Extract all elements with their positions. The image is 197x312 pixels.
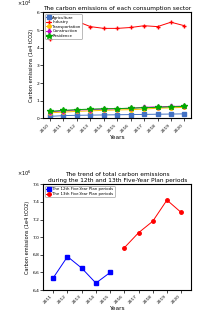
- Residence: [89, 107, 92, 111]
- Line: Residence: Residence: [47, 104, 187, 114]
- Line: The 13th Five-Year Plan periods: The 13th Five-Year Plan periods: [123, 198, 183, 250]
- Agriculture: [156, 112, 159, 116]
- The 12th Five-Year Plan periods: [109, 271, 111, 274]
- X-axis label: Years: Years: [109, 306, 125, 311]
- Residence: [103, 107, 105, 111]
- Residence: [170, 105, 172, 109]
- Transportation: [170, 106, 172, 110]
- Text: $\times 10^4$: $\times 10^4$: [17, 0, 32, 8]
- Construction: [89, 108, 92, 111]
- Line: The 12th Five-Year Plan periods: The 12th Five-Year Plan periods: [52, 255, 112, 285]
- The 12th Five-Year Plan periods: [66, 255, 69, 258]
- Legend: The 12th Five-Year Plan periods, The 13th Five-Year Plan periods: The 12th Five-Year Plan periods, The 13t…: [45, 186, 115, 197]
- Construction: [129, 106, 132, 110]
- Residence: [143, 106, 145, 110]
- Industry: [156, 25, 159, 28]
- The 12th Five-Year Plan periods: [81, 266, 83, 270]
- Line: Agriculture: Agriculture: [48, 112, 186, 118]
- The 12th Five-Year Plan periods: [95, 281, 97, 285]
- Legend: Agriculture, Industry, Transportation, Construction, Residence: Agriculture, Industry, Transportation, C…: [45, 14, 82, 39]
- Industry: [103, 27, 105, 30]
- Industry: [143, 24, 145, 27]
- Construction: [143, 105, 145, 109]
- Transportation: [116, 108, 118, 112]
- X-axis label: Years: Years: [109, 135, 125, 140]
- Transportation: [76, 110, 78, 113]
- Residence: [129, 106, 132, 110]
- Transportation: [129, 108, 132, 111]
- The 13th Five-Year Plan periods: [123, 246, 125, 250]
- Transportation: [156, 106, 159, 110]
- Construction: [116, 107, 118, 111]
- Residence: [183, 105, 186, 108]
- Agriculture: [76, 114, 78, 117]
- Construction: [62, 109, 65, 113]
- Industry: [89, 25, 92, 28]
- Industry: [183, 24, 186, 27]
- Residence: [49, 110, 51, 113]
- Agriculture: [49, 115, 51, 118]
- The 13th Five-Year Plan periods: [151, 219, 154, 223]
- Residence: [116, 107, 118, 110]
- Industry: [62, 23, 65, 27]
- Title: The carbon emissions of each consumption sector: The carbon emissions of each consumption…: [43, 7, 191, 12]
- Y-axis label: Carbon emissions (1e4 tCO2): Carbon emissions (1e4 tCO2): [24, 201, 30, 274]
- Construction: [156, 105, 159, 109]
- Transportation: [62, 110, 65, 114]
- Transportation: [89, 109, 92, 113]
- The 13th Five-Year Plan periods: [137, 231, 140, 235]
- Industry: [116, 27, 118, 30]
- The 12th Five-Year Plan periods: [52, 276, 54, 280]
- Construction: [170, 105, 172, 108]
- Agriculture: [89, 113, 92, 117]
- Transportation: [103, 109, 105, 112]
- The 13th Five-Year Plan periods: [180, 211, 182, 214]
- Transportation: [183, 105, 186, 109]
- Title: The trend of total carbon emissions
during the 12th and 13th Five-Year Plan peri: The trend of total carbon emissions duri…: [47, 172, 187, 183]
- Industry: [129, 26, 132, 29]
- Industry: [76, 19, 78, 23]
- Transportation: [49, 111, 51, 115]
- Construction: [49, 110, 51, 114]
- Construction: [183, 104, 186, 108]
- Transportation: [143, 107, 145, 111]
- Industry: [49, 37, 51, 41]
- Agriculture: [116, 113, 118, 117]
- Residence: [156, 105, 159, 109]
- Line: Industry: Industry: [48, 20, 186, 41]
- Residence: [62, 109, 65, 112]
- Agriculture: [103, 113, 105, 117]
- Line: Construction: Construction: [48, 104, 186, 114]
- Construction: [76, 108, 78, 112]
- Agriculture: [143, 113, 145, 116]
- Agriculture: [129, 113, 132, 116]
- The 13th Five-Year Plan periods: [166, 198, 168, 202]
- Text: $\times 10^6$: $\times 10^6$: [17, 168, 31, 178]
- Residence: [76, 108, 78, 111]
- Construction: [103, 107, 105, 111]
- Line: Transportation: Transportation: [48, 105, 186, 115]
- Agriculture: [183, 112, 186, 116]
- Industry: [170, 20, 172, 24]
- Agriculture: [170, 112, 172, 116]
- Y-axis label: Carbon emissions (1e4 tCO2): Carbon emissions (1e4 tCO2): [29, 29, 33, 102]
- Agriculture: [62, 114, 65, 118]
